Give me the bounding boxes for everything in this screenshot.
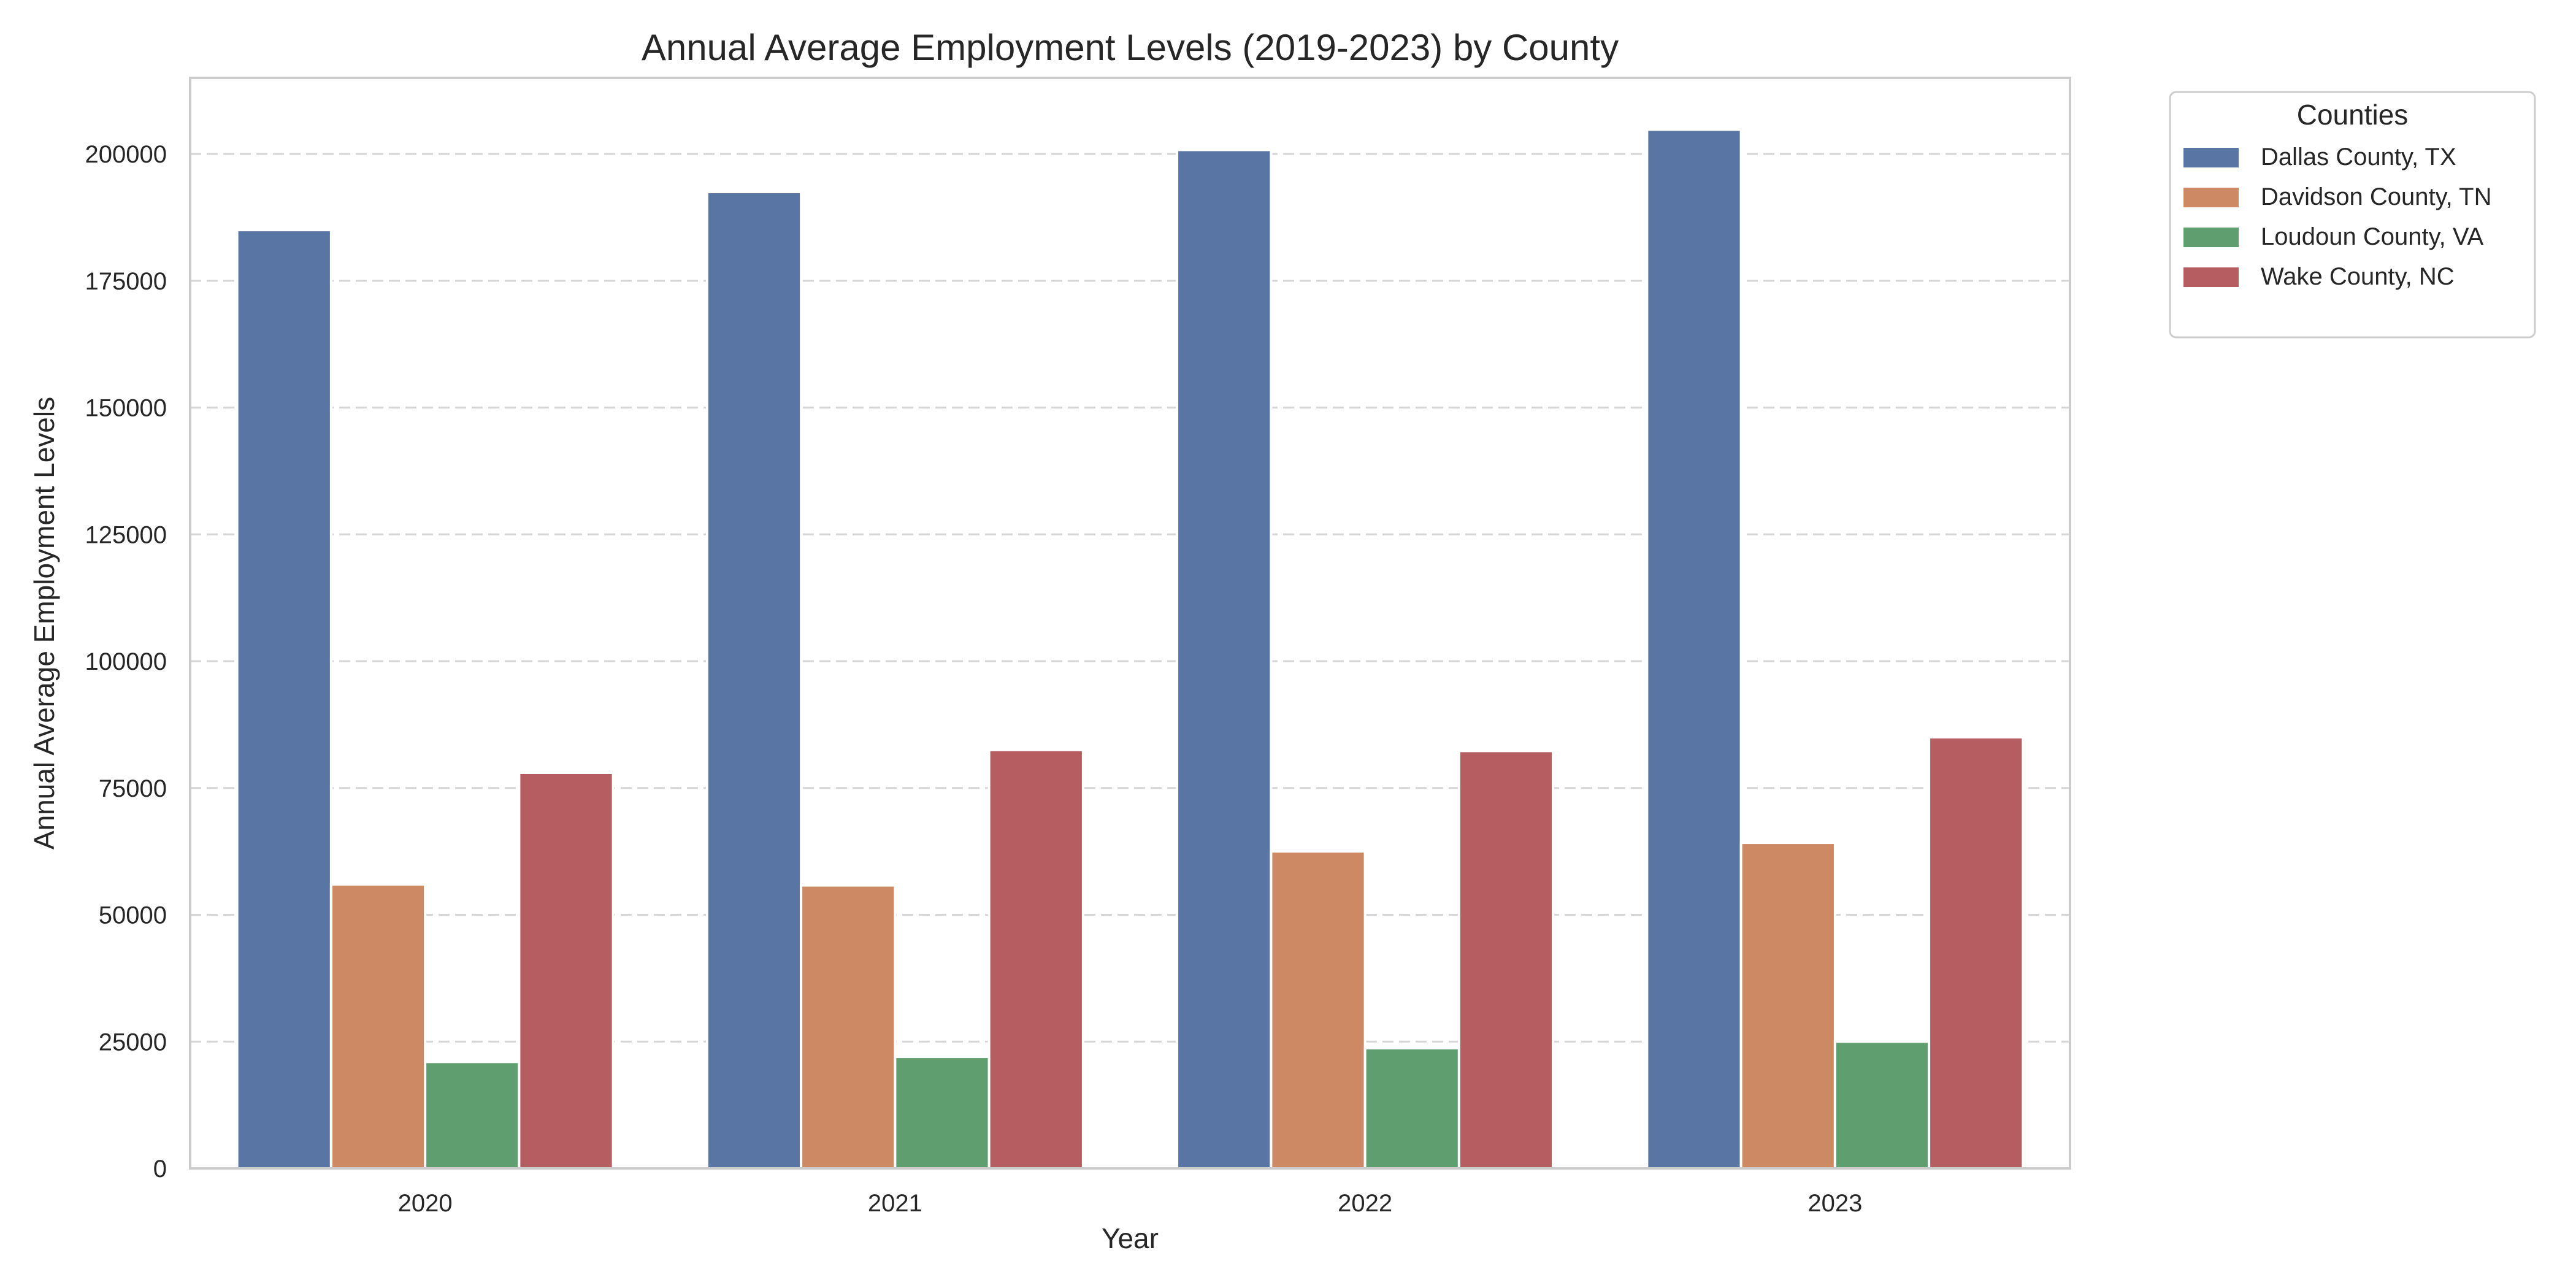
bar-2021-3: [894, 1056, 991, 1170]
legend-swatch: [2183, 188, 2239, 207]
x-tick-label: 2022: [1338, 1190, 1392, 1217]
bar-2020-4: [518, 771, 615, 1170]
legend-item: Wake County, NC: [2183, 263, 2455, 290]
bar-2023-2: [1739, 841, 1836, 1170]
bar-2020-2: [329, 883, 427, 1170]
y-tick-label: 50000: [99, 902, 167, 929]
y-axis-label: Annual Average Employment Levels: [28, 397, 60, 849]
y-tick-label: 125000: [85, 521, 167, 548]
legend-items: Dallas County, TX Davidson County, TN Loud…: [2183, 144, 2491, 290]
legend-swatch: [2183, 148, 2239, 167]
bar-2022-3: [1363, 1047, 1460, 1170]
legend-label: Davidson County, TN: [2261, 183, 2491, 210]
legend-item: Loudoun County, VA: [2183, 223, 2484, 250]
plot-frame: [189, 77, 2071, 1170]
y-tick-label: 200000: [85, 141, 167, 168]
y-tick-label: 100000: [85, 648, 167, 675]
bar-2021-2: [800, 884, 897, 1170]
legend-label: Wake County, NC: [2261, 263, 2455, 290]
bar-2020-3: [424, 1060, 521, 1170]
bar-2023-4: [1928, 736, 2025, 1170]
y-tick-label: 75000: [99, 775, 167, 802]
legend: Counties Dallas County, TX Davidson Count…: [2169, 91, 2536, 339]
legend-box: [2169, 91, 2536, 339]
x-tick-label: 2020: [398, 1190, 453, 1217]
chart-title: Annual Average Employment Levels (2019-2…: [642, 27, 1619, 68]
legend-title: Counties: [2297, 99, 2409, 131]
bar-2022-4: [1457, 749, 1555, 1170]
legend-label: Dallas County, TX: [2261, 144, 2456, 171]
legend-label: Loudoun County, VA: [2261, 223, 2484, 250]
bar-2022-1: [1176, 148, 1273, 1170]
bar-2022-2: [1270, 850, 1367, 1170]
x-axis-ticks: 2020 2021 2022 2023: [398, 1190, 1863, 1217]
x-axis-label: Year: [1102, 1222, 1159, 1254]
bar-2023-1: [1646, 128, 1742, 1170]
y-tick-label: 25000: [99, 1029, 167, 1056]
bar-2021-1: [705, 191, 803, 1170]
x-tick-label: 2021: [868, 1190, 922, 1217]
bar-2023-3: [1833, 1040, 1931, 1170]
legend-item: Davidson County, TN: [2183, 183, 2491, 210]
bar-2021-4: [987, 748, 1084, 1170]
y-tick-label: 0: [153, 1156, 167, 1183]
legend-item: Dallas County, TX: [2183, 144, 2456, 171]
legend-swatch: [2183, 228, 2239, 247]
y-tick-label: 150000: [85, 395, 167, 422]
y-axis-ticks: 0 25000 50000 75000 100000 125000 150000 175000…: [85, 141, 167, 1183]
bar-2020-1: [236, 229, 332, 1170]
x-tick-label: 2023: [1807, 1190, 1862, 1217]
legend-swatch: [2183, 267, 2239, 287]
y-tick-label: 175000: [85, 268, 167, 295]
